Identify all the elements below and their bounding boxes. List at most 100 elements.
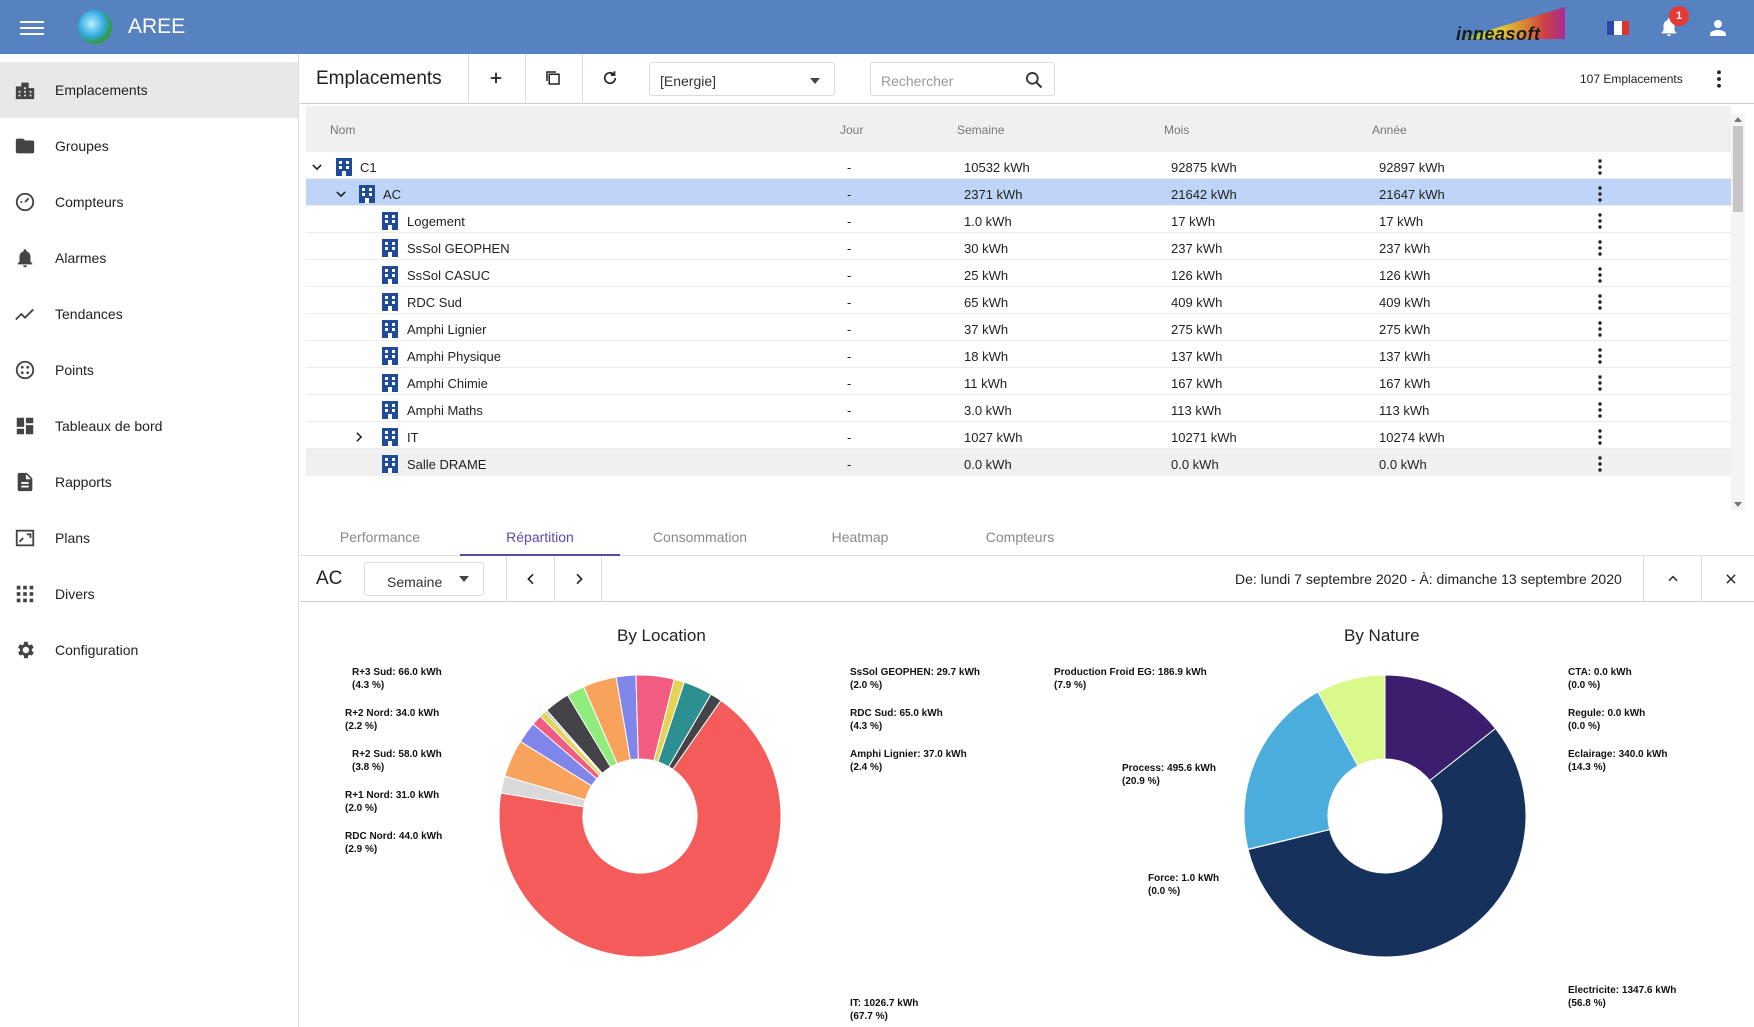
more-vert-icon[interactable] bbox=[1716, 70, 1722, 88]
sidebar-item-points[interactable]: Points bbox=[0, 342, 298, 398]
pie-slice[interactable] bbox=[668, 693, 722, 771]
sidebar-item-tendances[interactable]: Tendances bbox=[0, 286, 298, 342]
table-row[interactable]: C1 - 10532 kWh 92875 kWh 92897 kWh bbox=[306, 152, 1731, 179]
bell-icon bbox=[17, 249, 33, 268]
chart-title-nature: By Nature bbox=[1344, 626, 1420, 645]
table-row[interactable]: Amphi Physique - 18 kWh 137 kWh 137 kWh bbox=[306, 341, 1731, 368]
tab-compteurs[interactable]: Compteurs bbox=[985, 529, 1055, 545]
table-row[interactable]: Amphi Lignier - 37 kWh 275 kWh 275 kWh bbox=[306, 314, 1731, 341]
period-select[interactable]: Semaine bbox=[364, 562, 484, 596]
sidebar-item-rapports[interactable]: Rapports bbox=[0, 454, 298, 510]
table-row[interactable]: Amphi Maths - 3.0 kWh 113 kWh 113 kWh bbox=[306, 395, 1731, 422]
french-flag-icon[interactable] bbox=[1607, 21, 1629, 35]
row-menu-icon[interactable] bbox=[1598, 186, 1602, 202]
label-regule: Regule: 0.0 kWh (0.0 %) bbox=[1568, 708, 1646, 732]
col-jour[interactable]: Jour bbox=[840, 123, 864, 137]
close-button[interactable] bbox=[1701, 556, 1754, 602]
menu-icon[interactable] bbox=[20, 17, 44, 37]
row-annee: 237 kWh bbox=[1379, 241, 1431, 256]
top-bar: AREE inneasoft 1 bbox=[0, 0, 1754, 54]
table-row[interactable]: SsSol CASUC - 25 kWh 126 kWh 126 kWh bbox=[306, 260, 1731, 287]
col-mois[interactable]: Mois bbox=[1164, 123, 1190, 137]
buildings-icon bbox=[15, 82, 35, 100]
chevron-left-icon bbox=[527, 573, 534, 585]
pie-slice[interactable] bbox=[1317, 674, 1386, 767]
emplacements-toolbar: Emplacements [Energie] Rechercher 107 Em… bbox=[300, 54, 1754, 104]
col-semaine[interactable]: Semaine bbox=[957, 123, 1005, 137]
col-nom[interactable]: Nom bbox=[330, 123, 356, 137]
sidebar-item-plans[interactable]: Plans bbox=[0, 510, 298, 566]
row-semaine: 1027 kWh bbox=[964, 430, 1023, 445]
chevron-down-icon[interactable] bbox=[310, 160, 324, 174]
row-jour: - bbox=[847, 322, 852, 337]
chevron-down-icon[interactable] bbox=[334, 187, 348, 201]
chevron-right-icon[interactable] bbox=[352, 430, 366, 444]
table-row[interactable]: Logement - 1.0 kWh 17 kWh 17 kWh bbox=[306, 206, 1731, 233]
row-mois: 21642 kWh bbox=[1171, 187, 1237, 202]
sidebar-item-emplacements[interactable]: Emplacements bbox=[0, 62, 298, 118]
row-mois: 17 kWh bbox=[1171, 214, 1216, 229]
row-menu-icon[interactable] bbox=[1598, 267, 1602, 283]
next-period-button[interactable] bbox=[554, 556, 602, 602]
building-icon bbox=[382, 374, 398, 392]
pie-slice[interactable] bbox=[1247, 727, 1527, 958]
row-semaine: 65 kWh bbox=[964, 295, 1009, 310]
collapse-button[interactable] bbox=[1643, 556, 1701, 602]
tab-consommation[interactable]: Consommation bbox=[652, 529, 748, 545]
label-r2-nord: R+2 Nord: 34.0 kWh (2.2 %) bbox=[345, 708, 440, 732]
building-icon bbox=[382, 428, 398, 446]
label-electricite: Electricite: 1347.6 kWh (56.8 %) bbox=[1568, 985, 1677, 1009]
row-menu-icon[interactable] bbox=[1598, 240, 1602, 256]
building-icon bbox=[382, 266, 398, 284]
sidebar-item-divers[interactable]: Divers bbox=[0, 566, 298, 622]
tab-performance[interactable]: Performance bbox=[339, 529, 421, 545]
sidebar: Emplacements Groupes Compteurs Alarmes T… bbox=[0, 54, 299, 1027]
table-row[interactable]: IT - 1027 kWh 10271 kWh 10274 kWh bbox=[306, 422, 1731, 449]
tab-heatmap[interactable]: Heatmap bbox=[831, 529, 889, 545]
row-mois: 237 kWh bbox=[1171, 241, 1223, 256]
row-mois: 0.0 kWh bbox=[1171, 457, 1219, 472]
row-menu-icon[interactable] bbox=[1598, 321, 1602, 337]
table-row[interactable]: RDC Sud - 65 kWh 409 kWh 409 kWh bbox=[306, 287, 1731, 314]
building-icon bbox=[382, 293, 398, 311]
row-menu-icon[interactable] bbox=[1598, 159, 1602, 175]
pie-slice[interactable] bbox=[1243, 691, 1359, 850]
pie-chart-location bbox=[498, 674, 782, 958]
label-rdc-nord: RDC Nord: 44.0 kWh (2.9 %) bbox=[345, 831, 443, 855]
table-row[interactable]: SsSol GEOPHEN - 30 kWh 237 kWh 237 kWh bbox=[306, 233, 1731, 260]
gear-icon bbox=[18, 641, 34, 659]
pie-slice[interactable] bbox=[498, 699, 782, 958]
col-annee[interactable]: Année bbox=[1372, 123, 1407, 137]
row-menu-icon[interactable] bbox=[1598, 348, 1602, 364]
row-semaine: 30 kWh bbox=[964, 241, 1009, 256]
tab-repartition[interactable]: Répartition bbox=[460, 518, 620, 556]
sidebar-item-tableaux-de-bord[interactable]: Tableaux de bord bbox=[0, 398, 298, 454]
table-row[interactable]: Salle DRAME - 0.0 kWh 0.0 kWh 0.0 kWh bbox=[306, 449, 1731, 476]
caret-down-icon bbox=[459, 576, 469, 582]
row-menu-icon[interactable] bbox=[1598, 213, 1602, 229]
row-name: Salle DRAME bbox=[407, 457, 487, 472]
row-menu-icon[interactable] bbox=[1598, 294, 1602, 310]
building-icon bbox=[382, 212, 398, 230]
row-menu-icon[interactable] bbox=[1598, 456, 1602, 472]
sidebar-item-groupes[interactable]: Groupes bbox=[0, 118, 298, 174]
sidebar-item-alarmes[interactable]: Alarmes bbox=[0, 230, 298, 286]
refresh-button[interactable] bbox=[582, 54, 638, 104]
search-icon[interactable] bbox=[1024, 70, 1044, 90]
table-scrollbar[interactable] bbox=[1731, 114, 1745, 510]
sidebar-item-configuration[interactable]: Configuration bbox=[0, 622, 298, 678]
label-r3-sud: R+3 Sud: 66.0 kWh (4.3 %) bbox=[352, 667, 442, 691]
previous-period-button[interactable] bbox=[506, 556, 554, 602]
user-icon[interactable] bbox=[1706, 16, 1730, 40]
copy-button[interactable] bbox=[525, 54, 581, 104]
row-menu-icon[interactable] bbox=[1598, 429, 1602, 445]
sidebar-item-compteurs[interactable]: Compteurs bbox=[0, 174, 298, 230]
row-menu-icon[interactable] bbox=[1598, 402, 1602, 418]
row-menu-icon[interactable] bbox=[1598, 375, 1602, 391]
table-row[interactable]: Amphi Chimie - 11 kWh 167 kWh 167 kWh bbox=[306, 368, 1731, 395]
search-input[interactable]: Rechercher bbox=[870, 62, 1055, 96]
row-semaine: 18 kWh bbox=[964, 349, 1009, 364]
add-button[interactable] bbox=[468, 54, 524, 104]
energy-filter-select[interactable]: [Energie] bbox=[649, 62, 835, 96]
table-row[interactable]: AC - 2371 kWh 21642 kWh 21647 kWh bbox=[306, 179, 1731, 206]
